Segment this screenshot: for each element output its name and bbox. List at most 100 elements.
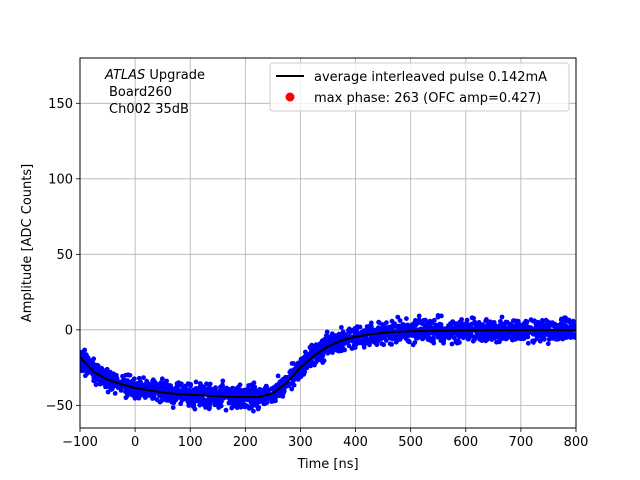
x-tick-label: 0 — [131, 435, 139, 450]
scatter-point — [191, 401, 197, 406]
scatter-point — [476, 333, 482, 338]
scatter-point — [311, 360, 317, 366]
scatter-point — [197, 389, 202, 395]
scatter-point — [397, 318, 403, 323]
scatter-point — [105, 389, 111, 395]
scatter-point — [374, 336, 380, 342]
y-tick-label: 150 — [48, 97, 73, 112]
scatter-point — [183, 383, 189, 389]
scatter-point — [91, 378, 97, 384]
y-axis-label: Amplitude [ADC Counts] — [20, 164, 35, 322]
y-tick-label: −50 — [46, 399, 73, 414]
scatter-point — [385, 327, 391, 332]
scatter-point — [376, 320, 382, 326]
scatter-point — [256, 398, 262, 404]
scatter-point — [188, 383, 193, 389]
scatter-point — [112, 391, 118, 396]
scatter-point — [219, 387, 224, 393]
scatter-point — [218, 403, 224, 409]
scatter-point — [429, 320, 435, 326]
scatter-point — [541, 332, 547, 338]
scatter-point — [127, 372, 133, 378]
y-axis: −50 0 50 100 150 — [46, 97, 80, 414]
scatter-point — [104, 366, 110, 372]
scatter-point — [118, 388, 124, 393]
scatter-point — [336, 331, 342, 337]
scatter-point — [368, 334, 374, 340]
scatter-point — [262, 385, 268, 391]
scatter-point — [154, 397, 160, 403]
scatter-point — [235, 384, 241, 390]
scatter-point — [403, 336, 409, 342]
scatter-point — [261, 401, 267, 406]
scatter-point — [317, 341, 323, 347]
scatter-point — [311, 344, 317, 350]
scatter-point — [430, 335, 436, 341]
scatter-point — [412, 340, 418, 345]
scatter-point — [466, 323, 472, 329]
scatter-point — [479, 338, 485, 343]
x-tick-label: 100 — [178, 435, 203, 450]
scatter-point — [515, 333, 521, 339]
scatter-point — [340, 341, 346, 347]
scatter-point — [532, 318, 537, 324]
scatter-point — [229, 390, 235, 396]
scatter-point — [330, 337, 336, 343]
scatter-point — [354, 328, 359, 334]
scatter-point — [465, 331, 471, 336]
scatter-point — [471, 315, 476, 321]
scatter-point — [173, 397, 179, 402]
scatter-point — [189, 389, 195, 394]
scatter-point — [164, 378, 170, 384]
scatter-point — [459, 317, 464, 322]
scatter-point — [339, 325, 344, 330]
scatter-point — [563, 324, 568, 329]
scatter-point — [170, 386, 175, 392]
scatter-point — [438, 333, 443, 338]
scatter-point — [220, 378, 226, 384]
scatter-point — [548, 330, 553, 336]
scatter-point — [343, 332, 349, 337]
scatter-point — [107, 369, 113, 375]
scatter-point — [242, 390, 248, 396]
scatter-point — [525, 340, 531, 346]
scatter-point — [158, 394, 164, 399]
scatter-point — [523, 318, 529, 324]
scatter-point — [324, 329, 330, 335]
x-tick-label: 500 — [398, 435, 423, 450]
x-tick-label: 700 — [508, 435, 533, 450]
annotation-line-1: ATLAS Upgrade — [104, 68, 205, 83]
legend: average interleaved pulse 0.142mA max ph… — [269, 62, 570, 112]
scatter-point — [112, 373, 118, 379]
annotation-atlas: ATLAS — [104, 68, 145, 83]
scatter-point — [540, 325, 546, 331]
x-tick-label: 600 — [453, 435, 478, 450]
scatter-point — [224, 391, 230, 397]
scatter-point — [389, 342, 394, 347]
scatter-point — [246, 406, 252, 411]
scatter-point — [87, 358, 93, 363]
scatter-point — [369, 324, 374, 329]
scatter-series — [80, 313, 576, 414]
scatter-point — [170, 405, 176, 410]
scatter-point — [89, 363, 94, 368]
scatter-point — [308, 350, 314, 356]
scatter-point — [107, 381, 113, 387]
plot-frame — [79, 57, 577, 429]
legend-entry-max-phase: max phase: 263 (OFC amp=0.427) — [314, 91, 541, 106]
grid — [79, 58, 577, 428]
atlas-annotation: ATLAS Upgrade Board260 Ch002 35dB — [104, 68, 205, 117]
scatter-point — [330, 350, 335, 355]
scatter-point — [291, 382, 297, 388]
scatter-point — [563, 315, 568, 321]
scatter-point — [223, 407, 229, 413]
scatter-point — [449, 341, 455, 347]
scatter-point — [204, 387, 210, 393]
scatter-point — [507, 323, 513, 328]
scatter-point — [95, 368, 100, 374]
scatter-point — [502, 321, 508, 326]
scatter-point — [126, 379, 131, 385]
scatter-point — [93, 382, 99, 388]
x-tick-label: 800 — [564, 435, 589, 450]
